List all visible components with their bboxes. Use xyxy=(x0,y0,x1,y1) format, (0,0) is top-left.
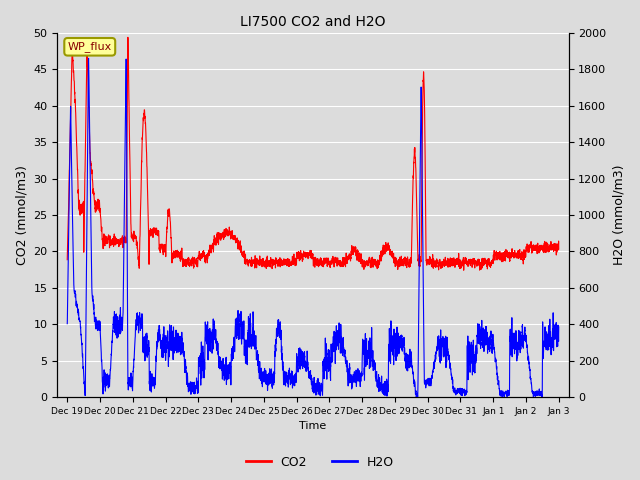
Legend: CO2, H2O: CO2, H2O xyxy=(241,451,399,474)
Title: LI7500 CO2 and H2O: LI7500 CO2 and H2O xyxy=(240,15,386,29)
Y-axis label: CO2 (mmol/m3): CO2 (mmol/m3) xyxy=(15,165,28,265)
Y-axis label: H2O (mmol/m3): H2O (mmol/m3) xyxy=(612,165,625,265)
Text: WP_flux: WP_flux xyxy=(68,41,112,52)
X-axis label: Time: Time xyxy=(300,421,326,432)
